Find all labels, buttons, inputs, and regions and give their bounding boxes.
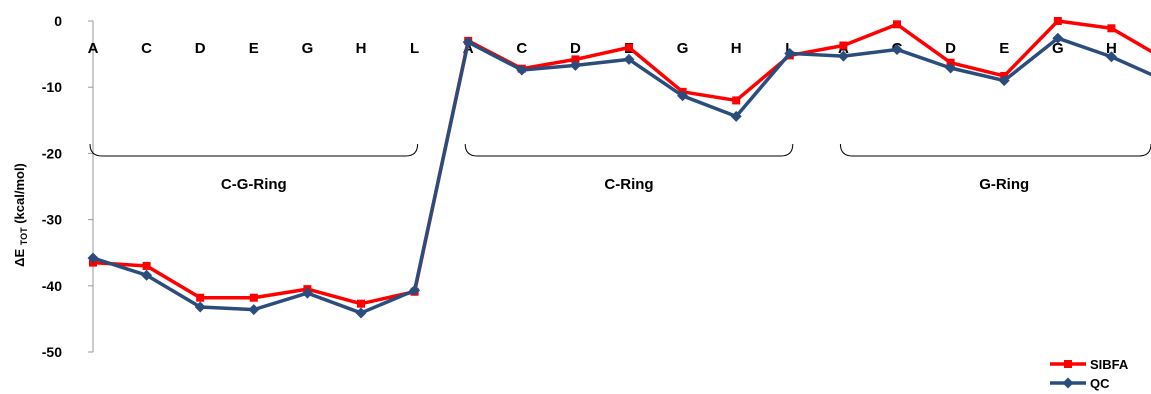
data-point-qc xyxy=(623,53,635,65)
y-tick-label: -30 xyxy=(42,212,62,228)
data-point-sibfa xyxy=(732,96,741,105)
data-point-qc xyxy=(730,110,742,122)
data-point-sibfa xyxy=(1107,24,1116,33)
group-brackets: C-G-Ring C-Ring G-Ring xyxy=(89,143,1151,193)
category-label: G xyxy=(302,40,314,57)
data-point-qc xyxy=(837,50,849,62)
data-point-sibfa xyxy=(625,43,633,52)
data-point-qc xyxy=(409,284,421,296)
group-bracket xyxy=(839,143,1151,157)
data-point-qc xyxy=(87,252,99,264)
legend: SIBFA QC xyxy=(1050,357,1129,391)
data-point-sibfa xyxy=(357,299,365,308)
y-tick-label: -40 xyxy=(42,278,62,294)
group-bracket xyxy=(464,143,794,157)
group-bracket xyxy=(89,143,419,157)
legend-label: SIBFA xyxy=(1090,357,1129,372)
category-label: G xyxy=(1052,40,1064,57)
y-tick-labels: 0 -10 -20 -30 -40 -50 xyxy=(42,13,62,360)
data-point-qc xyxy=(569,59,581,71)
category-labels: ACDEGHLACDEGHLACDEGHL xyxy=(88,40,1117,57)
y-axis xyxy=(88,20,94,353)
category-label: C xyxy=(141,40,152,57)
category-label: A xyxy=(88,40,99,57)
y-tick-label: 0 xyxy=(54,13,62,29)
data-point-qc xyxy=(301,287,313,299)
category-label: L xyxy=(410,40,419,57)
legend-marker xyxy=(1062,377,1074,389)
data-point-qc xyxy=(355,307,367,319)
data-point-qc xyxy=(141,269,153,281)
data-point-qc xyxy=(194,301,206,313)
group-label: C-G-Ring xyxy=(221,176,287,193)
data-point-qc xyxy=(945,62,957,74)
legend-marker xyxy=(1064,360,1072,368)
data-point-sibfa xyxy=(839,41,848,50)
data-point-qc xyxy=(462,36,474,48)
category-label: H xyxy=(1106,40,1117,57)
data-point-sibfa xyxy=(571,55,580,64)
y-tick-label: -50 xyxy=(42,344,62,360)
category-label: H xyxy=(356,40,367,57)
group-label: G-Ring xyxy=(979,176,1029,193)
data-point-sibfa xyxy=(249,293,258,302)
category-label: H xyxy=(731,40,742,57)
legend-label: QC xyxy=(1090,376,1110,391)
data-point-qc xyxy=(784,47,796,59)
data-point-qc xyxy=(1052,32,1064,44)
data-point-qc xyxy=(998,75,1010,87)
data-point-qc xyxy=(516,64,528,76)
data-point-qc xyxy=(1105,51,1117,63)
data-point-sibfa xyxy=(196,293,205,302)
y-axis-label: ΔE TOT (kcal/mol) xyxy=(12,163,29,267)
category-label: E xyxy=(999,40,1009,57)
data-point-sibfa xyxy=(1053,17,1062,25)
category-label: G xyxy=(677,40,689,57)
data-point-qc xyxy=(248,304,260,316)
category-label: C xyxy=(516,40,527,57)
y-tick-label: -10 xyxy=(42,79,62,95)
category-label: E xyxy=(249,40,259,57)
series-lines xyxy=(87,17,1151,319)
y-tick-label: -20 xyxy=(42,145,62,161)
data-point-sibfa xyxy=(893,20,901,29)
category-label: D xyxy=(195,40,206,57)
data-point-qc xyxy=(891,43,903,55)
data-point-sibfa xyxy=(142,261,151,270)
group-label: C-Ring xyxy=(604,176,653,193)
data-point-qc xyxy=(677,90,689,102)
series-line-sibfa xyxy=(92,19,1151,306)
category-label: D xyxy=(945,40,956,57)
category-label: D xyxy=(570,40,581,57)
